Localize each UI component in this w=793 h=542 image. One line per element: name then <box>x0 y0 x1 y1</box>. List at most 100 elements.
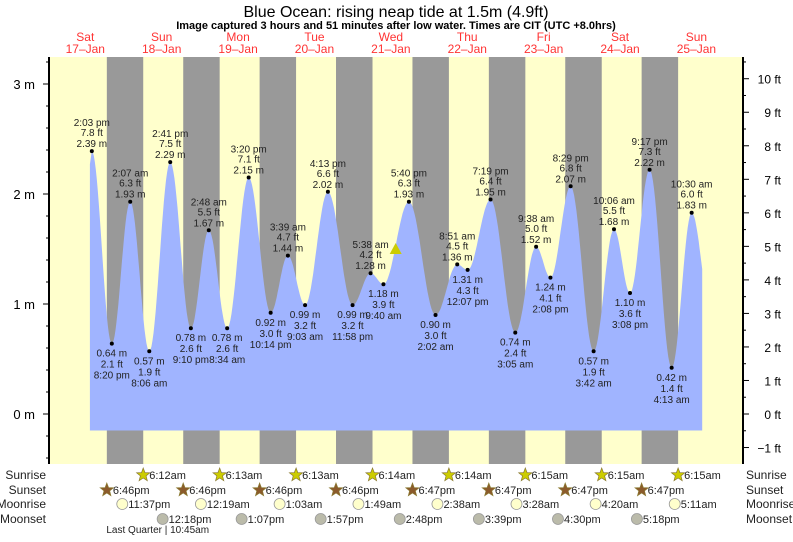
moonset-icon <box>314 513 327 525</box>
moonrise-icon <box>194 498 207 510</box>
day-name: Sun <box>686 30 707 44</box>
extreme-meters: 0.57 m <box>578 356 609 367</box>
moonset-time: 12:18pm <box>169 514 212 526</box>
extreme-point <box>455 262 460 267</box>
sunrise-row-label-left: Sunrise <box>5 468 46 482</box>
extreme-feet: 3.2 ft <box>341 321 363 332</box>
moonset-row-label-left: Moonset <box>0 512 47 526</box>
day-name: Sat <box>76 30 95 44</box>
moonrise-time: 4:20am <box>602 499 639 511</box>
extreme-labels: 2:03 pm7.8 ft2.39 m 0.64 m2.1 ft8:20 pm 2:… <box>74 118 713 406</box>
extreme-feet: 5.5 ft <box>198 207 220 218</box>
extreme-feet: 2.1 ft <box>101 360 123 371</box>
extreme-meters: 0.99 m <box>337 310 368 321</box>
sunset-row-label-left: Sunset <box>9 483 47 497</box>
extreme-point <box>147 349 152 354</box>
moonrise-icon <box>589 498 602 510</box>
extreme-meters: 1.24 m <box>535 283 566 294</box>
extreme-time: 11:58 pm <box>332 332 373 343</box>
extreme-point <box>568 184 573 189</box>
axes: 3 m 2 m 1 m 0 m 10 ft 9 ft 8 ft 7 ft 6 ft 5 ft 4 f… <box>13 57 782 464</box>
extreme-meters: 0.90 m <box>420 320 451 331</box>
extreme-time: 8:34 am <box>209 355 245 366</box>
extreme-meters: 0.57 m <box>134 356 165 367</box>
moonrise-time: 3:28am <box>522 499 559 511</box>
sunrise-time: 6:14am <box>455 470 492 482</box>
extreme-meters: 1.10 m <box>615 298 646 309</box>
right-tick-label: 8 ft <box>764 140 781 154</box>
moonset-time: 1:07pm <box>248 514 285 526</box>
extreme-point <box>128 199 133 204</box>
extreme-feet: 3.9 ft <box>372 300 394 311</box>
sun-icon <box>517 467 533 482</box>
extreme-feet: 7.8 ft <box>81 128 103 139</box>
extreme-feet: 6.3 ft <box>398 179 420 190</box>
extreme-point <box>303 303 308 308</box>
extreme-point <box>647 167 652 172</box>
day-name: Fri <box>537 30 551 44</box>
extreme-point <box>433 313 438 317</box>
extreme-feet: 3.0 ft <box>260 329 282 340</box>
sunset-time: 6:46pm <box>113 485 150 497</box>
extreme-feet: 7.5 ft <box>159 139 181 150</box>
extreme-feet: 4.5 ft <box>446 241 468 252</box>
moonset-time: 2:48pm <box>406 514 443 526</box>
extreme-feet: 2.6 ft <box>180 344 202 355</box>
right-tick-label: 5 ft <box>764 240 781 254</box>
sunrise-time: 6:13am <box>226 470 263 482</box>
extreme-feet: 1.9 ft <box>582 367 604 378</box>
extreme-feet: 3.0 ft <box>424 331 446 342</box>
sunset-icon <box>175 482 191 497</box>
extreme-meters: 1.83 m <box>676 201 707 212</box>
extreme-time: 12:07 pm <box>447 297 489 308</box>
sunset-time: 6:47pm <box>648 485 685 497</box>
extreme-time: 2:02 am <box>417 342 453 353</box>
sunset-row-label-right: Sunset <box>746 483 784 497</box>
extreme-time: 9:17 pm <box>632 137 668 148</box>
moonrise-time: 12:19am <box>207 499 250 511</box>
extreme-meters: 0.42 m <box>656 373 687 384</box>
extreme-point <box>513 330 518 335</box>
extreme-time: 2:48 am <box>191 197 227 208</box>
moonrise-icon <box>273 498 286 510</box>
extreme-time: 10:14 pm <box>250 340 292 351</box>
right-tick-label: 4 ft <box>764 274 781 288</box>
extreme-time: 9:10 pm <box>173 355 209 366</box>
extreme-meters: 2.07 m <box>555 174 586 185</box>
moonrise-icon <box>116 498 129 510</box>
sun-icon <box>212 467 228 482</box>
chart-subtitle: Image captured 3 hours and 51 minutes af… <box>176 20 616 32</box>
right-tick-label: 7 ft <box>764 173 781 187</box>
day-date: 24–Jan <box>600 42 639 56</box>
left-tick-label: 1 m <box>13 297 35 312</box>
extreme-point <box>285 253 290 258</box>
extreme-point <box>534 244 539 249</box>
extreme-point <box>488 197 493 202</box>
sunset-icon <box>99 482 115 497</box>
sunrise-row-label-right: Sunrise <box>746 468 787 482</box>
extreme-feet: 7.1 ft <box>238 155 260 166</box>
day-name: Tue <box>304 30 325 44</box>
extreme-meters: 2.02 m <box>313 180 344 191</box>
moonrise-time: 5:11am <box>681 499 717 511</box>
extreme-feet: 5.0 ft <box>525 224 547 235</box>
right-tick-label: 9 ft <box>764 106 781 120</box>
day-date: 20–Jan <box>295 42 334 56</box>
extreme-point <box>548 275 553 280</box>
left-tick-label: 0 m <box>13 407 35 422</box>
moon-phase-label: Last Quarter | 10:45am <box>106 525 209 536</box>
extreme-meters: 1.52 m <box>521 235 552 246</box>
extreme-feet: 2.6 ft <box>216 344 238 355</box>
right-tick-label: 0 ft <box>764 408 781 422</box>
sunset-time: 6:47pm <box>495 485 532 497</box>
sunrise-time: 6:15am <box>608 470 645 482</box>
extreme-feet: 6.3 ft <box>119 179 141 190</box>
extreme-point <box>206 228 211 233</box>
extreme-feet: 5.5 ft <box>603 206 625 217</box>
extreme-meters: 1.93 m <box>115 190 146 201</box>
current-level-marker <box>389 243 402 254</box>
sunset-time: 6:47pm <box>418 485 455 497</box>
extreme-time: 4:13 am <box>654 395 690 406</box>
